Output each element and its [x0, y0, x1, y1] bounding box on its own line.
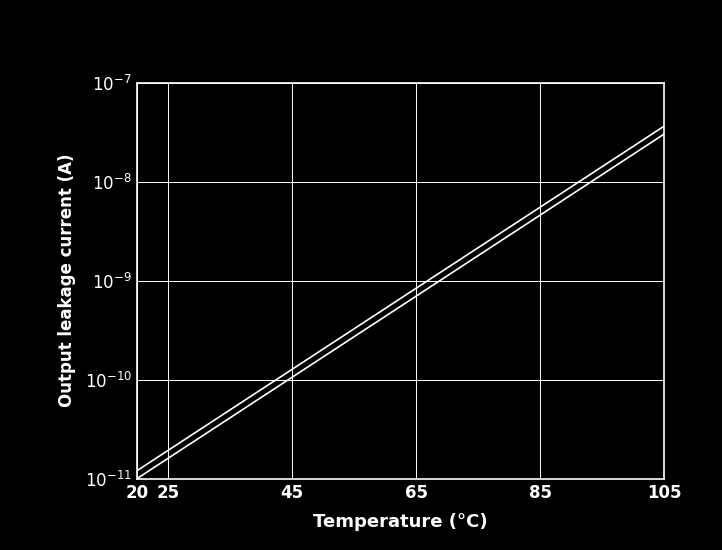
X-axis label: Temperature (°C): Temperature (°C): [313, 513, 488, 531]
Y-axis label: Output leakage current (A): Output leakage current (A): [58, 154, 77, 407]
